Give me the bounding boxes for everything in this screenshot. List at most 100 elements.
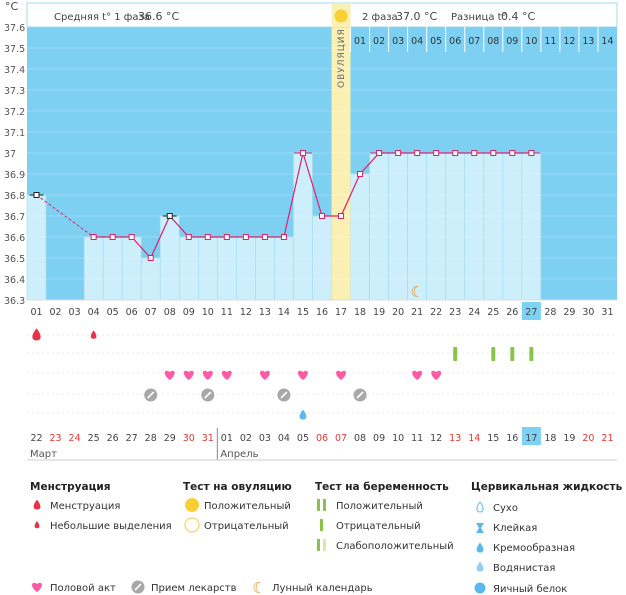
temperature-point[interactable] <box>261 234 268 240</box>
temperature-bar <box>445 152 466 301</box>
temperature-point[interactable] <box>414 150 421 156</box>
heart-icon <box>412 370 423 380</box>
calendar-date: 07 <box>335 433 347 444</box>
ovulation-column <box>331 27 351 300</box>
temperature-dashed-segment <box>36 194 94 238</box>
phase2-day-number: 02 <box>373 36 385 47</box>
temperature-point[interactable] <box>509 150 516 156</box>
cycle-day-label: 12 <box>240 307 252 318</box>
phase2-label: 2 фаза <box>362 12 398 23</box>
header-strip <box>26 2 618 28</box>
calendar-date: 10 <box>392 433 404 444</box>
temperature-point[interactable] <box>242 234 249 240</box>
temperature-point[interactable] <box>319 213 325 219</box>
temperature-point[interactable] <box>299 150 306 156</box>
calendar-date: 20 <box>582 433 594 444</box>
cycle-day-label: 26 <box>506 307 518 318</box>
temperature-point[interactable] <box>204 234 211 240</box>
temperature-point[interactable] <box>433 150 440 156</box>
temperature-point[interactable] <box>33 192 40 198</box>
temperature-bar <box>83 236 104 301</box>
calendar-date: 13 <box>449 433 461 444</box>
temperature-bar <box>274 236 294 301</box>
legend-preg-faint-icon <box>323 539 326 551</box>
calendar-date: 08 <box>354 433 366 444</box>
temperature-point[interactable] <box>338 213 345 219</box>
legend-item: Лунный календарь <box>272 583 373 594</box>
y-tick-label: 36.3 <box>4 296 25 307</box>
calendar-date: 15 <box>487 433 499 444</box>
cycle-day-label: 22 <box>430 307 442 318</box>
cycle-day-label: 18 <box>354 307 366 318</box>
phase2-day-number: 13 <box>582 36 594 47</box>
phase2-day-number: 09 <box>506 36 518 47</box>
cycle-day-label: 15 <box>297 307 309 318</box>
temperature-point[interactable] <box>166 213 173 219</box>
temperature-point[interactable] <box>128 234 135 240</box>
temperature-point[interactable] <box>395 150 402 156</box>
legend-item: Половой акт <box>50 583 116 594</box>
calendar-date: 06 <box>316 433 328 444</box>
legend-moon-icon: ☾ <box>252 579 265 595</box>
temperature-point[interactable] <box>528 150 535 156</box>
legend-item: Положительный <box>204 501 291 512</box>
temperature-point[interactable] <box>147 255 154 261</box>
legend-creamy-icon <box>476 542 484 553</box>
y-tick-label: 37.6 <box>4 23 25 34</box>
calendar-date: 27 <box>126 433 138 444</box>
calendar-date: 14 <box>468 433 480 444</box>
phase2-day-number: 11 <box>544 36 556 47</box>
legend-item: Яичный белок <box>493 584 567 595</box>
temperature-point[interactable] <box>357 171 364 177</box>
temperature-bar <box>197 236 218 301</box>
phase2-day-number: 14 <box>601 36 613 47</box>
calendar-date: 09 <box>373 433 385 444</box>
temperature-point[interactable] <box>90 234 97 240</box>
legend-title-ovulation-test: Тест на овуляцию <box>183 481 292 493</box>
temperature-bar <box>369 152 389 301</box>
temperature-bar <box>388 152 408 301</box>
pregnancy-test-positive-icon <box>529 347 534 361</box>
calendar-date: 31 <box>202 433 214 444</box>
calendar-date: 22 <box>30 433 42 444</box>
legend-preg-faint-icon <box>317 539 320 551</box>
legend-ovulation-positive-icon <box>185 498 199 512</box>
legend-preg-positive-icon <box>323 499 326 511</box>
legend-preg-positive-icon <box>317 499 320 511</box>
temperature-point[interactable] <box>109 234 116 240</box>
y-tick-label: 36.4 <box>4 275 25 286</box>
phase2-value: 37.0 °C <box>396 10 437 23</box>
cycle-day-label: 11 <box>221 307 233 318</box>
cycle-day-label: 19 <box>373 307 385 318</box>
temperature-point[interactable] <box>223 234 230 240</box>
temperature-point[interactable] <box>471 150 478 156</box>
phase2-day-number: 05 <box>430 36 442 47</box>
heart-icon <box>202 370 213 380</box>
legend-ovulation-negative-icon <box>184 517 200 533</box>
temperature-point[interactable] <box>376 150 383 156</box>
pregnancy-test-positive-icon <box>453 347 458 361</box>
temperature-point[interactable] <box>452 150 459 156</box>
today-date-highlight <box>521 427 541 445</box>
calendar-date: 23 <box>50 433 62 444</box>
temperature-point[interactable] <box>185 234 192 240</box>
legend-item: Отрицательный <box>336 521 421 532</box>
temperature-point[interactable] <box>280 234 287 240</box>
legend-title-pregnancy-test: Тест на беременность <box>315 481 449 493</box>
moon-icon: ☾ <box>410 283 423 301</box>
creamy-fluid-icon <box>299 409 307 420</box>
legend-title-menstruation: Менструация <box>30 481 110 493</box>
cycle-day-label: 06 <box>126 307 138 318</box>
pill-icon-stripe <box>356 391 364 399</box>
cycle-day-label: 01 <box>30 307 42 318</box>
cycle-day-label: 27 <box>525 307 537 318</box>
cycle-day-label: 09 <box>183 307 195 318</box>
cycle-day-label: 14 <box>278 307 290 318</box>
temperature-point[interactable] <box>490 150 497 156</box>
phase2-day-number: 04 <box>411 36 423 47</box>
temperature-bar <box>255 236 275 301</box>
legend-item: Слабоположительный <box>336 541 454 552</box>
diff-value: 0.4 °C <box>501 10 535 23</box>
temperature-bar <box>521 152 542 301</box>
legend-item: Менструация <box>50 501 120 512</box>
